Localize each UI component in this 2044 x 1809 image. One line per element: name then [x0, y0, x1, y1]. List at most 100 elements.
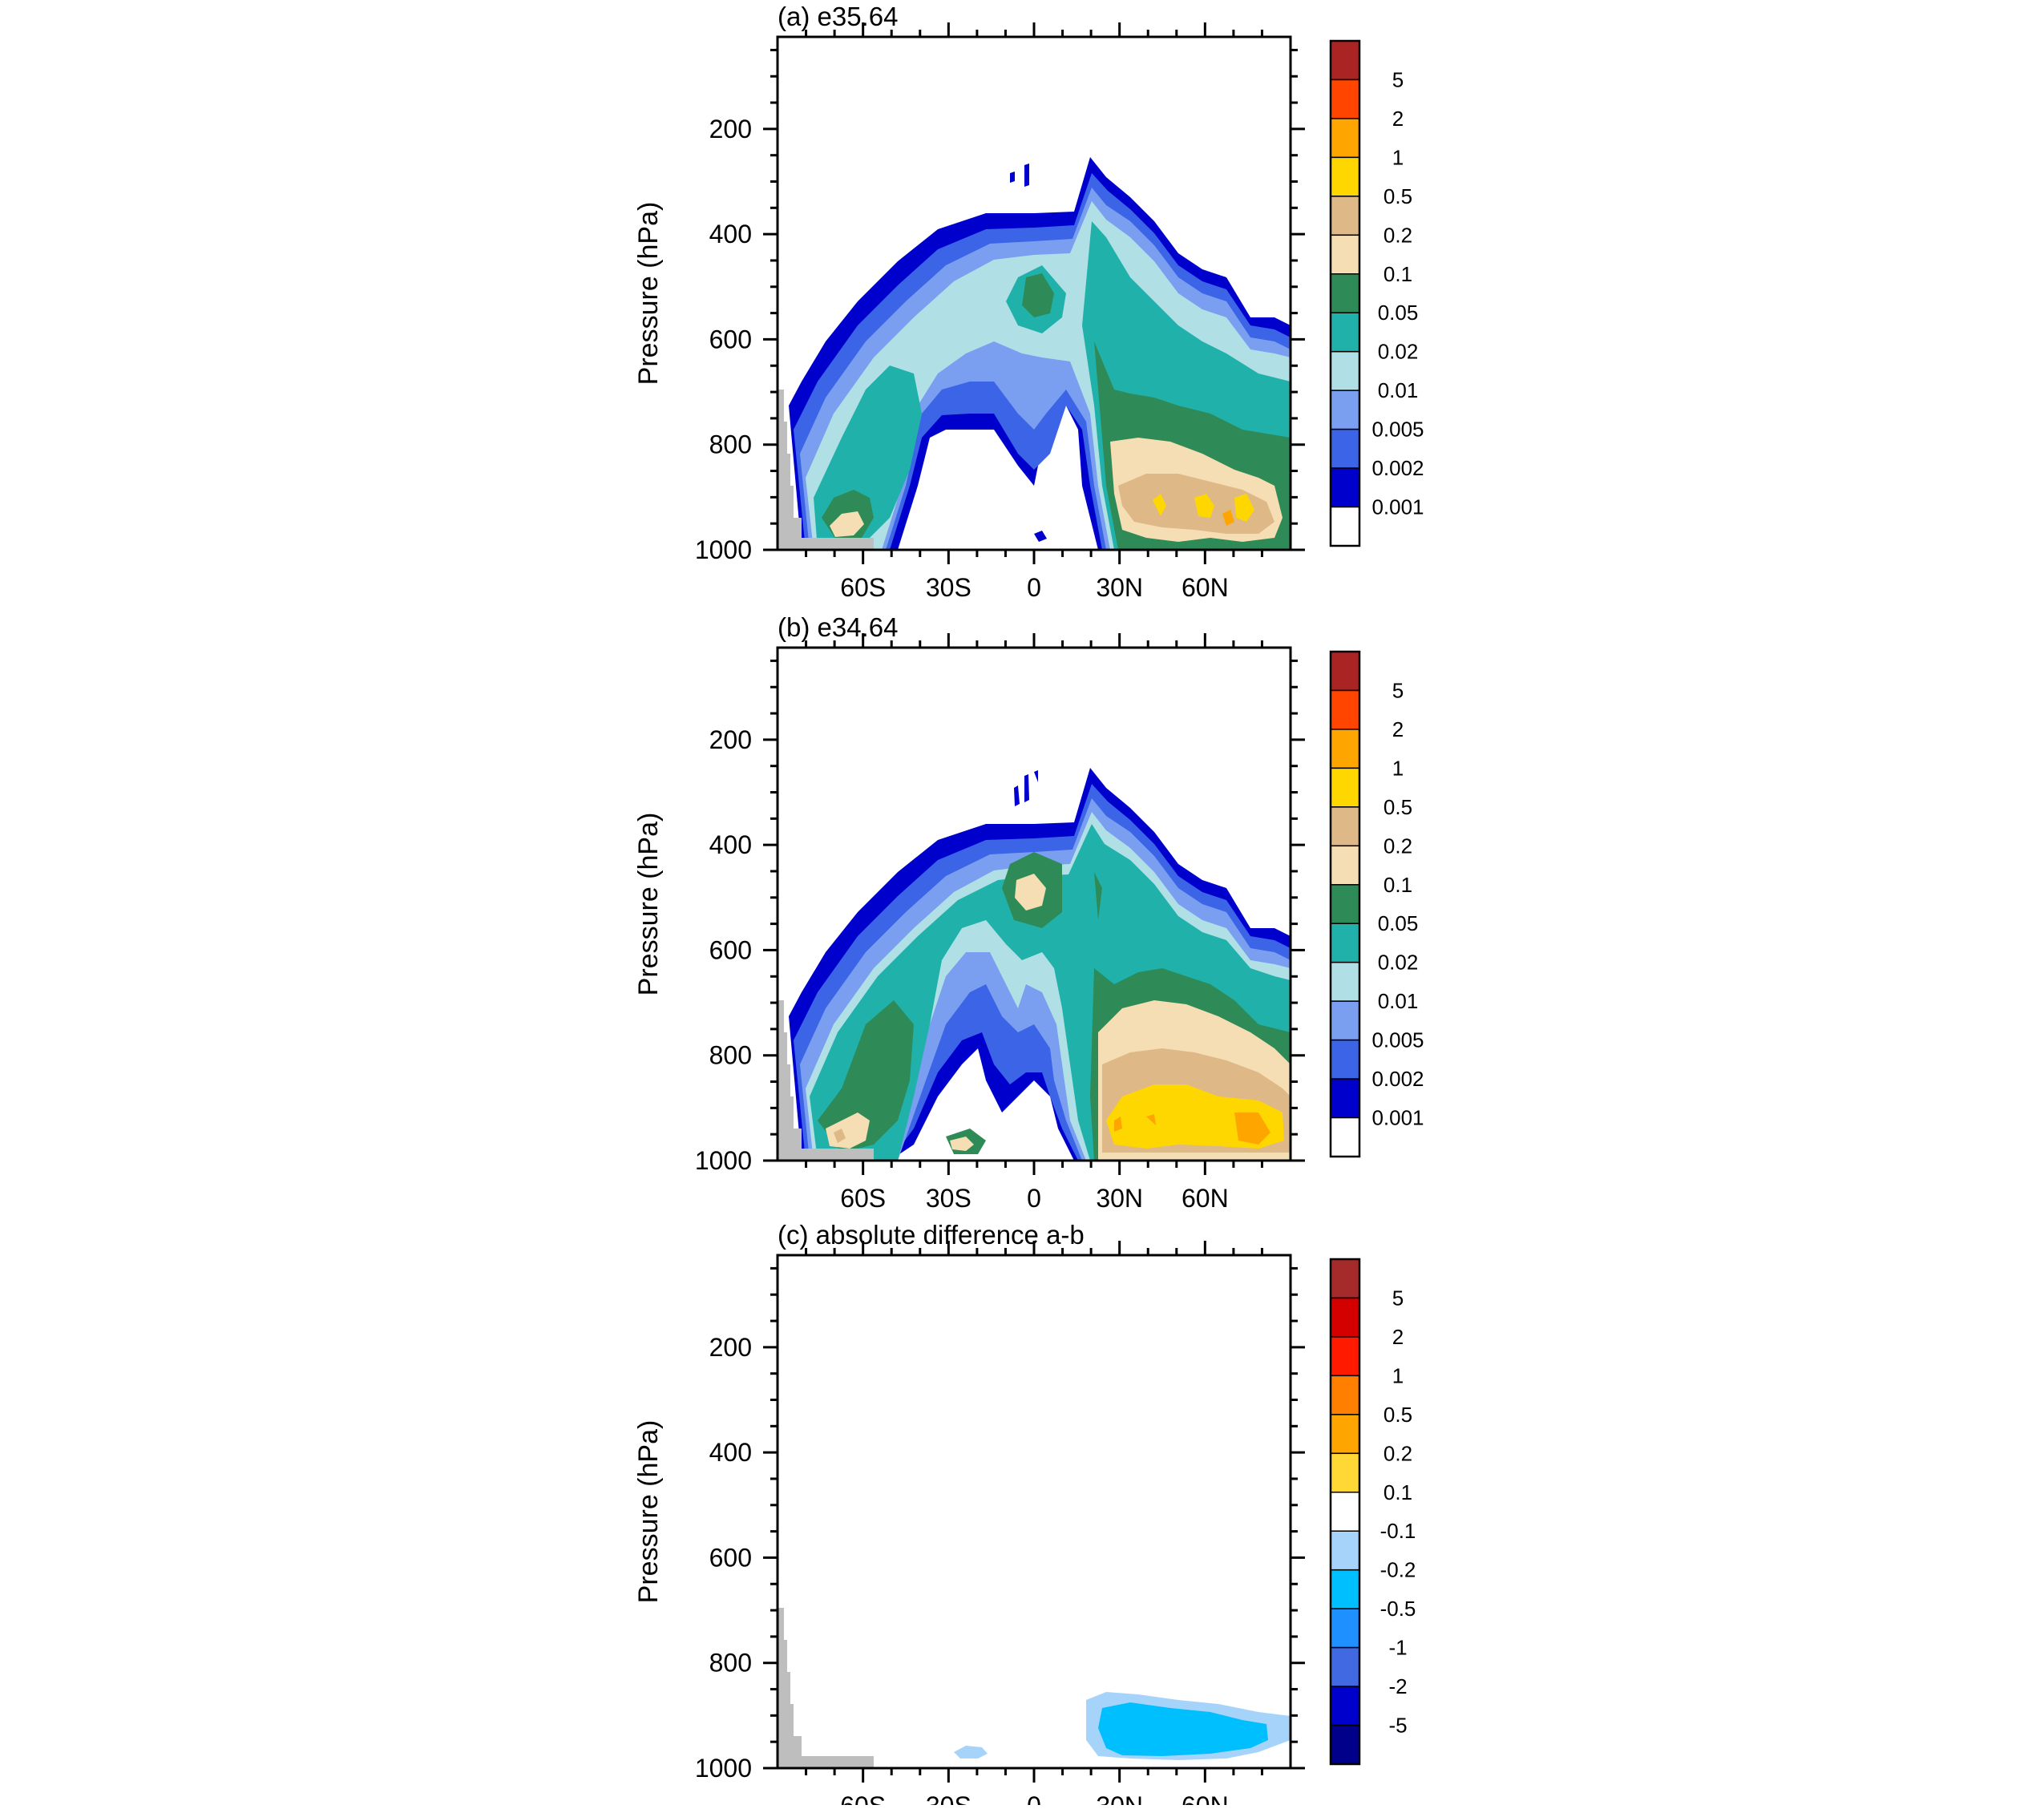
x-tick-label: 30S [926, 1184, 972, 1213]
x-tick-label: 60S [840, 1791, 886, 1805]
colorbar-swatch [1330, 79, 1360, 119]
topography-mask [778, 390, 874, 550]
colorbar-label: 0.01 [1378, 378, 1419, 402]
contour-sparse [1014, 770, 1038, 806]
y-tick-label: 200 [709, 115, 752, 143]
colorbar-label: 0.05 [1378, 301, 1419, 325]
x-tick-label: 60N [1182, 1184, 1229, 1213]
panel-b-plot-area [778, 648, 1291, 1161]
colorbar-swatch [1330, 1452, 1360, 1493]
colorbar-label: 0.002 [1371, 456, 1424, 480]
x-tick-label: 30S [926, 573, 972, 602]
panel-b-ylabel: Pressure (hPa) [633, 813, 664, 996]
colorbar-swatch [1330, 729, 1360, 769]
colorbar-swatch [1330, 689, 1360, 730]
colorbar-swatch [1330, 923, 1360, 963]
colorbar-label: -1 [1388, 1636, 1407, 1660]
panel-c-plot-area [778, 1255, 1291, 1768]
colorbar-swatch [1330, 1569, 1360, 1609]
colorbar-label: 0.02 [1378, 951, 1419, 975]
colorbar-label: 2 [1392, 717, 1404, 741]
panel-a-ylabel: Pressure (hPa) [633, 202, 664, 386]
panel-c-contours [954, 1692, 1291, 1760]
colorbar-label: 0.2 [1384, 834, 1412, 858]
colorbar-swatch [1330, 506, 1360, 547]
colorbar-label: 0.5 [1384, 1403, 1412, 1427]
colorbar-label: -0.1 [1380, 1519, 1416, 1543]
x-tick-label: 30N [1096, 573, 1143, 602]
colorbar-swatch [1330, 428, 1360, 469]
colorbar-swatch [1330, 1258, 1360, 1299]
colorbar-swatch [1330, 196, 1360, 236]
panel-b-colorbar: 5 2 1 0.5 0.2 0.1 0.05 0.02 0.01 0.005 0.002 0.001 [1329, 650, 1424, 1158]
y-tick-label: 600 [709, 935, 752, 964]
x-tick-label: 60S [840, 1184, 886, 1213]
y-tick-label: 800 [709, 1041, 752, 1070]
colorbar-swatch [1330, 1724, 1360, 1765]
panel-b-y-axis: 200 400 600 800 1000 [695, 659, 1305, 1175]
colorbar-label: -0.2 [1380, 1558, 1416, 1582]
topography-mask [778, 1608, 874, 1768]
colorbar-swatch [1330, 767, 1360, 808]
colorbar-label: 2 [1392, 107, 1404, 131]
y-tick-label: 1000 [695, 535, 752, 564]
colorbar-label: 0.05 [1378, 911, 1419, 935]
colorbar-swatch [1330, 806, 1360, 847]
panel-a-plot-area [778, 37, 1291, 550]
colorbar-label: 0.2 [1384, 223, 1412, 247]
panel-a-x-axis: 60S 30S 0 30N 60N [805, 22, 1263, 602]
panel-c-ylabel: Pressure (hPa) [633, 1420, 664, 1604]
colorbar-label: 0.005 [1371, 1028, 1424, 1052]
colorbar-swatch [1330, 1078, 1360, 1119]
colorbar-label: 0.005 [1371, 418, 1424, 442]
colorbar-frame [1329, 1258, 1361, 1766]
x-tick-label: 0 [1027, 1184, 1041, 1213]
colorbar-label: 0.1 [1384, 873, 1412, 897]
colorbar-swatch [1330, 1116, 1360, 1157]
y-tick-label: 600 [709, 325, 752, 353]
colorbar-swatch [1330, 961, 1360, 1002]
colorbar-label: 0.5 [1384, 795, 1412, 819]
y-tick-label: 1000 [695, 1146, 752, 1175]
colorbar-label: -2 [1388, 1674, 1407, 1698]
panel-c-y-axis: 200 400 600 800 1000 [695, 1266, 1305, 1783]
colorbar-label: 5 [1392, 67, 1404, 91]
colorbar-swatch [1330, 1646, 1360, 1687]
y-tick-label: 200 [709, 725, 752, 754]
panel-a-contours [789, 157, 1291, 550]
colorbar-label: 0.02 [1378, 340, 1419, 364]
contour-0.5 [1153, 494, 1254, 522]
colorbar-swatch [1330, 845, 1360, 886]
panel-c-title: (c) absolute difference a-b [778, 1220, 1085, 1250]
y-tick-label: 800 [709, 430, 752, 459]
colorbar-frame [1329, 39, 1361, 547]
x-tick-label: 60N [1182, 573, 1229, 602]
x-tick-label: 30N [1096, 1184, 1143, 1213]
colorbar-swatch [1330, 884, 1360, 924]
x-tick-label: 30N [1096, 1791, 1143, 1805]
colorbar-swatch [1330, 1686, 1360, 1726]
colorbar-label: 5 [1392, 1286, 1404, 1310]
colorbar-swatch [1330, 651, 1360, 692]
colorbar-swatch [1330, 234, 1360, 275]
y-tick-label: 200 [709, 1333, 752, 1362]
contour-1 [1222, 510, 1234, 526]
colorbar-label: -0.5 [1380, 1597, 1416, 1621]
y-tick-label: 600 [709, 1543, 752, 1572]
y-tick-label: 800 [709, 1649, 752, 1678]
panel-b-contours [789, 768, 1291, 1161]
colorbar-label: 1 [1392, 145, 1404, 169]
y-tick-label: 400 [709, 830, 752, 859]
colorbar-swatch [1330, 1414, 1360, 1455]
colorbar-label: 0.002 [1371, 1067, 1424, 1091]
colorbar-swatch [1330, 1492, 1360, 1532]
panel-b-x-axis: 60S 30S 0 30N 60N [805, 633, 1263, 1213]
x-tick-label: 60N [1182, 1791, 1229, 1805]
colorbar-label: 0.5 [1384, 184, 1412, 208]
x-tick-label: 0 [1027, 573, 1041, 602]
y-tick-label: 400 [709, 1438, 752, 1467]
colorbar-label: 0.1 [1384, 1480, 1412, 1504]
contour--0.2 [1098, 1702, 1268, 1756]
